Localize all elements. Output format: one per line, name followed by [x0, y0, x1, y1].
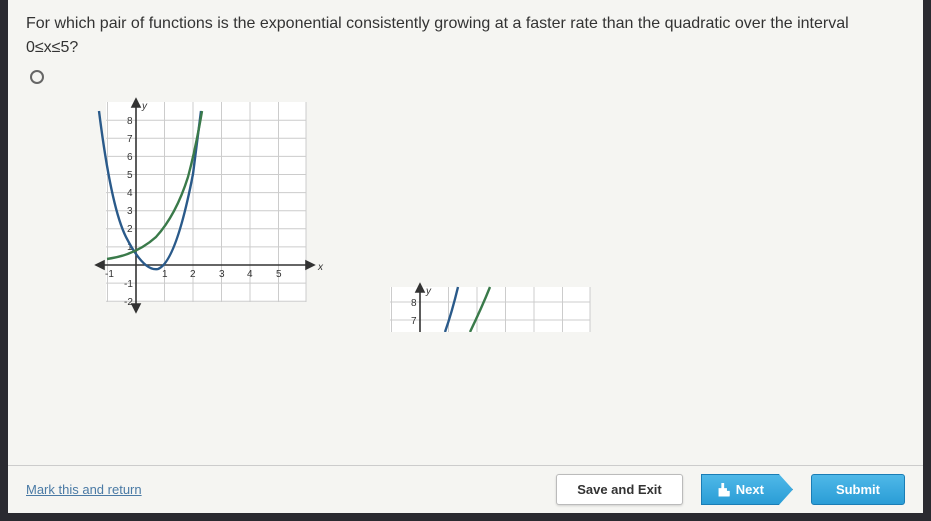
svg-text:5: 5 [127, 170, 133, 181]
svg-text:2: 2 [190, 269, 196, 280]
question-line2: 0≤x≤5? [26, 39, 78, 56]
svg-text:-1: -1 [124, 279, 133, 290]
bottom-buttons: Save and Exit Next Submit [556, 474, 905, 505]
svg-text:7: 7 [127, 134, 133, 145]
svg-text:-2: -2 [124, 297, 133, 308]
save-exit-button[interactable]: Save and Exit [556, 474, 683, 505]
svg-text:3: 3 [219, 269, 225, 280]
answer-option-1[interactable] [30, 70, 905, 89]
chart1-svg: -1 1 2 3 4 5 x -2 -1 1 2 3 4 5 6 7 8 y [66, 97, 346, 332]
svg-text:4: 4 [127, 188, 133, 199]
svg-text:3: 3 [127, 206, 133, 217]
svg-text:8: 8 [411, 298, 417, 309]
question-line1: For which pair of functions is the expon… [26, 15, 849, 32]
submit-button[interactable]: Submit [811, 474, 905, 505]
next-button[interactable]: Next [701, 474, 793, 505]
svg-text:6: 6 [127, 152, 133, 163]
svg-text:5: 5 [276, 269, 282, 280]
chart-option-1: -1 1 2 3 4 5 x -2 -1 1 2 3 4 5 6 7 8 y [66, 97, 905, 337]
svg-text:1: 1 [162, 269, 168, 280]
bottom-bar: Mark this and return Save and Exit Next … [8, 465, 923, 513]
svg-text:-1: -1 [105, 269, 114, 280]
svg-text:y: y [141, 101, 148, 112]
chart2-svg: 8 7 y [350, 282, 630, 332]
content-panel: For which pair of functions is the expon… [8, 0, 923, 513]
svg-text:7: 7 [411, 316, 417, 327]
svg-text:y: y [425, 286, 432, 297]
hand-icon [716, 483, 730, 497]
question-text: For which pair of functions is the expon… [26, 12, 905, 60]
svg-text:2: 2 [127, 224, 133, 235]
svg-text:4: 4 [247, 269, 253, 280]
mark-return-link[interactable]: Mark this and return [26, 482, 142, 497]
radio-icon [30, 70, 44, 84]
svg-text:x: x [317, 262, 324, 273]
next-label: Next [736, 482, 764, 497]
svg-text:8: 8 [127, 116, 133, 127]
